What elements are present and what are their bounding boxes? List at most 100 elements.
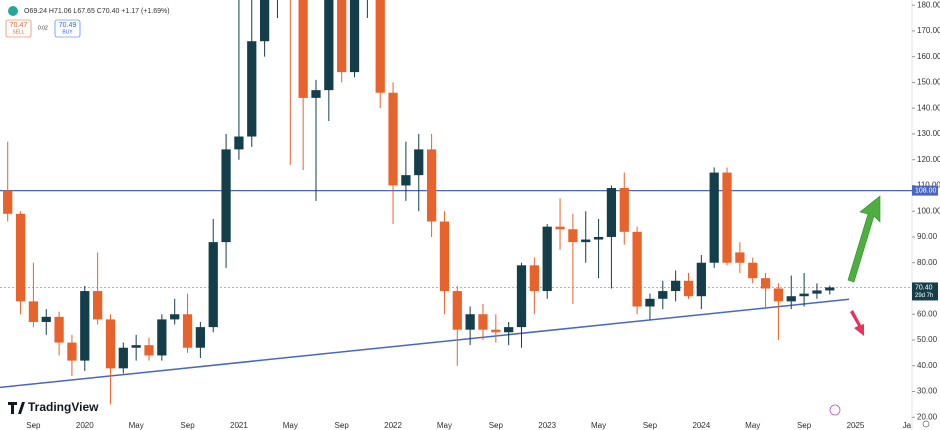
candle-body	[337, 0, 347, 73]
y-tick-label: 170.00	[917, 26, 940, 35]
candle-body	[683, 280, 694, 297]
candle-body	[170, 314, 180, 320]
candle-body	[773, 288, 784, 302]
candle-body	[259, 0, 270, 42]
settings-icon[interactable]	[922, 420, 930, 428]
down-arrow	[850, 310, 864, 336]
candle-body	[3, 190, 13, 214]
candle-body	[15, 213, 26, 302]
candle-body	[144, 345, 154, 356]
x-tick-label: May	[745, 421, 760, 430]
candle-body	[581, 239, 591, 243]
candle-body	[606, 188, 617, 237]
candle-body	[324, 0, 334, 91]
y-tick-label: 120.00	[917, 155, 940, 164]
candle-body	[92, 291, 103, 320]
y-tick-label: 110.00	[917, 181, 940, 190]
candle-body	[619, 188, 629, 232]
candle-body	[131, 345, 141, 348]
candle-body	[516, 265, 527, 328]
candle-body	[645, 298, 655, 307]
candle-body	[234, 136, 244, 150]
x-tick-label: Ja	[903, 421, 912, 430]
candle-body	[105, 319, 116, 369]
y-tick-label: 90.00	[917, 232, 938, 241]
spread: 0.02	[38, 25, 48, 31]
candle-body	[80, 291, 90, 361]
candle-body	[465, 314, 475, 330]
x-tick-label: 2022	[384, 421, 402, 430]
y-tick-label: 40.00	[917, 361, 938, 370]
y-tick-label: 180.00	[917, 0, 940, 9]
up-arrow	[847, 195, 881, 283]
candle-body	[491, 329, 501, 333]
buy-button[interactable]	[54, 19, 81, 38]
candle-body	[157, 319, 167, 356]
candle-body	[182, 314, 193, 348]
candle-body	[41, 316, 51, 322]
candle-body	[722, 172, 732, 263]
plot-area	[0, 0, 912, 405]
countdown-label: 29d 7h	[915, 293, 933, 299]
x-tick-label: 2023	[538, 421, 556, 430]
candle-body	[349, 0, 360, 73]
candle-body	[28, 301, 39, 322]
candle-body	[632, 231, 642, 307]
candle-body	[414, 149, 424, 176]
y-tick-label: 20.00	[917, 412, 938, 421]
candle-body	[799, 293, 809, 297]
candle-body	[118, 347, 128, 369]
candle-body	[696, 262, 706, 297]
x-tick-label: May	[283, 421, 298, 430]
x-tick-label: Sep	[797, 421, 812, 430]
x-tick-label: May	[437, 421, 452, 430]
candle-body	[401, 175, 411, 186]
candle-body	[54, 316, 64, 343]
trendline	[0, 298, 850, 389]
candle-body	[298, 0, 308, 98]
y-tick-label: 140.00	[917, 103, 940, 112]
y-tick-label: 150.00	[917, 78, 940, 87]
level-label: 108.00	[915, 187, 937, 194]
ohlc-header: O69.24 H71.06 L67.65 C70.40 +1.17 (+1.69…	[24, 8, 170, 15]
y-tick-label: 30.00	[917, 387, 938, 396]
candle-body	[568, 229, 578, 243]
y-tick-label: 130.00	[917, 129, 940, 138]
candle-body	[555, 226, 565, 230]
x-tick-label: May	[591, 421, 606, 430]
x-tick-label: 2020	[76, 421, 94, 430]
last-price-label: 70.40	[915, 284, 933, 291]
candle-body	[67, 342, 77, 361]
buy-price: 70.49	[59, 22, 77, 29]
candle-body	[426, 149, 437, 222]
candle-body	[760, 278, 771, 289]
x-tick-label: Sep	[335, 421, 350, 430]
candle-body	[452, 291, 462, 330]
buy-label: BUY	[62, 29, 73, 35]
candle-body	[542, 226, 552, 292]
status-dot	[8, 6, 18, 16]
brand-logo	[8, 402, 25, 414]
candle-body	[388, 92, 398, 186]
x-tick-label: 2024	[692, 421, 710, 430]
x-tick-label: Sep	[26, 421, 41, 430]
y-tick-label: 80.00	[917, 258, 938, 267]
level-label-box	[912, 185, 938, 196]
y-tick-label: 100.00	[917, 206, 940, 215]
candle-body	[735, 252, 745, 263]
candle-body	[247, 41, 257, 137]
candle-body	[786, 296, 796, 302]
x-tick-label: May	[129, 421, 144, 430]
event-icon[interactable]	[829, 404, 841, 416]
candle-body	[529, 265, 539, 292]
sell-button[interactable]	[5, 19, 32, 38]
candle-body	[812, 290, 822, 294]
x-tick-label: Sep	[489, 421, 504, 430]
candle-body	[208, 242, 218, 328]
candle-body	[439, 221, 450, 292]
candle-body	[671, 280, 681, 292]
x-tick-label: 2021	[230, 421, 248, 430]
brand-name: TradingView	[28, 400, 99, 414]
